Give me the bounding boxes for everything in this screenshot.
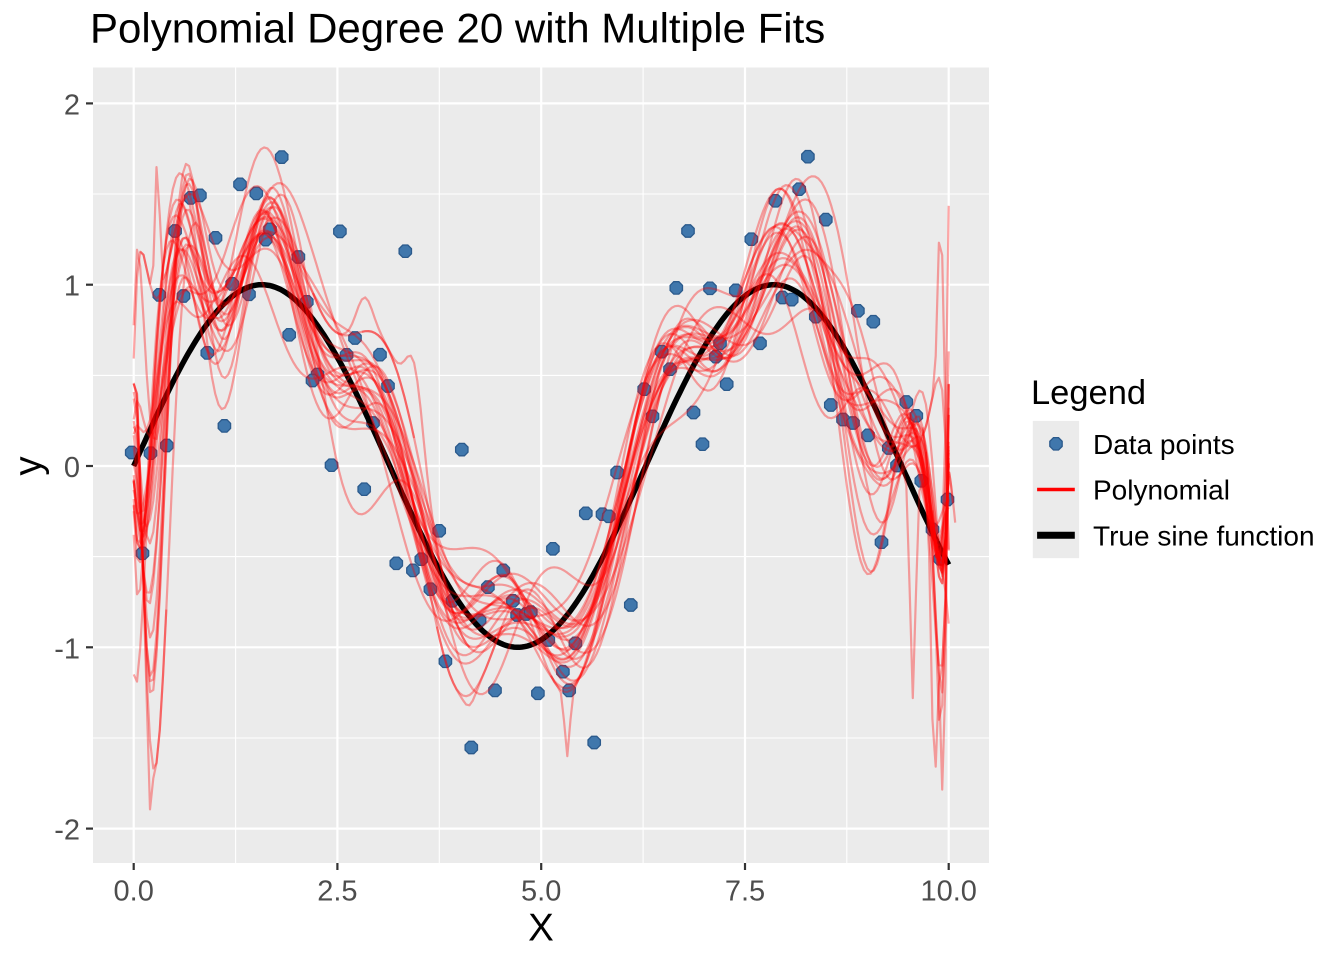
svg-text:Polynomial Degree 20 with Mult: Polynomial Degree 20 with Multiple Fits — [90, 5, 825, 52]
svg-text:Legend: Legend — [1031, 374, 1146, 412]
svg-text:0: 0 — [64, 452, 80, 484]
svg-text:Polynomial: Polynomial — [1093, 475, 1230, 506]
svg-text:10.0: 10.0 — [920, 876, 976, 908]
svg-text:0.0: 0.0 — [114, 876, 154, 908]
svg-text:True sine function: True sine function — [1093, 520, 1315, 551]
svg-text:1: 1 — [64, 271, 80, 303]
svg-text:Data points: Data points — [1093, 429, 1235, 460]
svg-text:-1: -1 — [54, 633, 80, 665]
svg-text:X: X — [528, 907, 554, 950]
svg-text:2.5: 2.5 — [317, 876, 357, 908]
svg-text:-2: -2 — [54, 815, 80, 847]
svg-text:y: y — [7, 456, 50, 476]
svg-text:7.5: 7.5 — [725, 876, 765, 908]
svg-text:2: 2 — [64, 89, 80, 121]
svg-text:5.0: 5.0 — [521, 876, 561, 908]
